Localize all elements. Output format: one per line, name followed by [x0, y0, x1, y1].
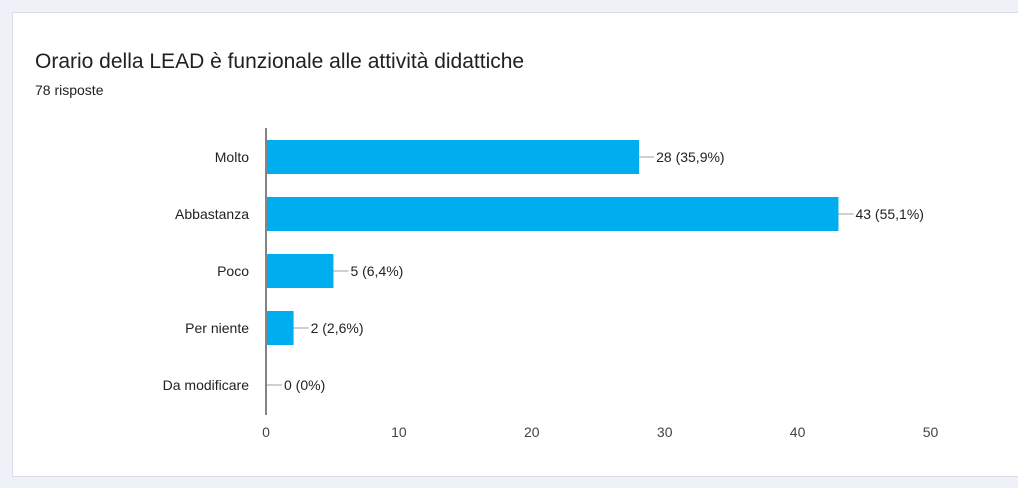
bar [267, 254, 334, 288]
data-label: 5 (6,4%) [350, 263, 403, 279]
category-label: Poco [217, 263, 249, 279]
x-tick-label: 20 [524, 424, 540, 440]
bar [267, 197, 839, 231]
chart-title: Orario della LEAD è funzionale alle atti… [35, 50, 525, 73]
x-tick-label: 50 [923, 424, 939, 440]
category-label: Per niente [185, 320, 249, 336]
response-count: 78 risposte [35, 82, 104, 98]
data-label: 43 (55,1%) [855, 206, 923, 222]
x-tick-label: 30 [657, 424, 673, 440]
x-tick-label: 10 [391, 424, 407, 440]
data-label: 0 (0%) [284, 377, 325, 393]
bar [267, 311, 294, 345]
chart-card: Orario della LEAD è funzionale alle atti… [12, 12, 1018, 477]
x-tick-label: 40 [790, 424, 806, 440]
category-label: Abbastanza [175, 206, 249, 222]
category-label: Molto [215, 149, 249, 165]
data-label: 2 (2,6%) [311, 320, 364, 336]
x-tick-label: 0 [262, 424, 270, 440]
data-label: 28 (35,9%) [656, 149, 724, 165]
category-label: Da modificare [163, 377, 250, 393]
bar-chart: Molto 28 (35,9%) Abbastanza 43 (55,1%) Poco 5… [163, 128, 939, 440]
bar [267, 140, 640, 174]
